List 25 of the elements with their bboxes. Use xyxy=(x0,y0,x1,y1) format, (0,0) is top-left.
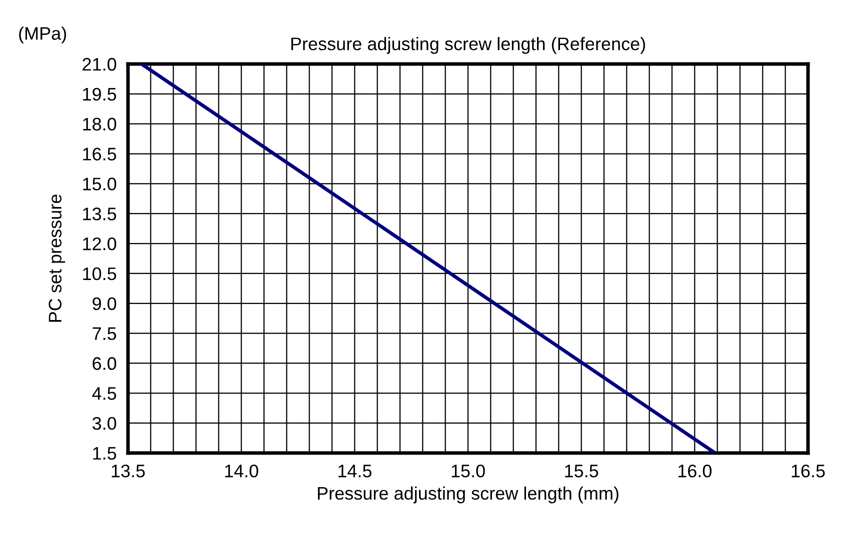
y-tick-label: 12.0 xyxy=(83,237,116,250)
x-tick-label: 15.5 xyxy=(565,464,598,478)
chart-title: Pressure adjusting screw length (Reference) xyxy=(291,37,646,54)
y-axis-title: PC set pressure xyxy=(48,194,66,322)
y-tick-label: 6.0 xyxy=(92,357,116,370)
x-tick-label: 15.0 xyxy=(452,464,485,478)
y-tick-label: 7.5 xyxy=(92,327,116,340)
y-tick-label: 18.0 xyxy=(83,118,116,131)
y-tick-label: 9.0 xyxy=(92,297,116,310)
x-axis-title: Pressure adjusting screw length (mm) xyxy=(318,486,618,504)
x-tick-label: 14.0 xyxy=(225,464,258,478)
y-tick-label: 15.0 xyxy=(83,178,116,190)
y-tick-label: 4.5 xyxy=(92,387,116,400)
x-tick-label: 16.0 xyxy=(678,464,712,478)
y-tick-label: 16.5 xyxy=(83,148,116,160)
y-tick-label: 21.0 xyxy=(82,58,116,71)
y-tick-label: 13.5 xyxy=(83,208,116,220)
y-tick-label: 19.5 xyxy=(83,88,116,101)
x-tick-label: 16.5 xyxy=(792,464,825,478)
y-tick-label: 1.5 xyxy=(93,447,116,460)
text: (MPa) xyxy=(19,26,66,44)
x-tick-label: 14.5 xyxy=(338,464,372,478)
y-tick-label: 10.5 xyxy=(83,267,116,280)
x-tick-label: 13.5 xyxy=(112,464,145,478)
y-tick-label: 3.0 xyxy=(92,417,116,430)
